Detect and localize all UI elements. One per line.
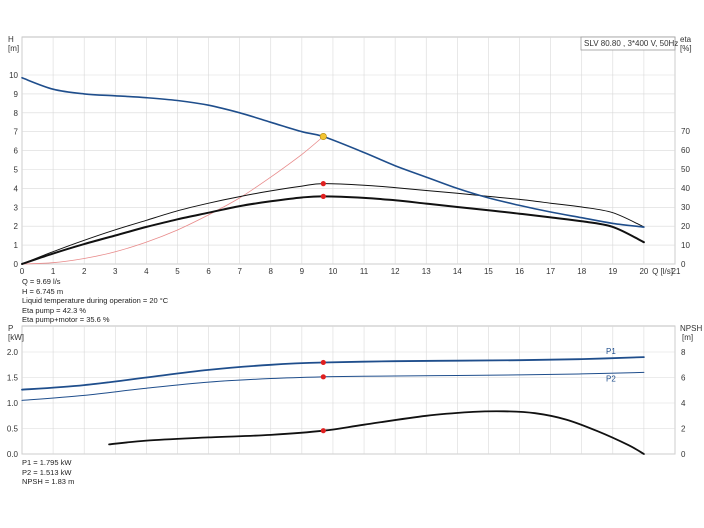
y2-tick-label: 0 xyxy=(681,450,686,459)
title-box xyxy=(580,36,676,51)
y-tick-label: 4 xyxy=(14,184,19,193)
y2-tick-label: 50 xyxy=(681,165,690,174)
info-line-head: H = 6.745 m xyxy=(22,286,64,296)
x-tick-label: 11 xyxy=(360,267,369,276)
plot-frame xyxy=(21,325,676,455)
system-curve xyxy=(21,136,324,265)
y-axis-label: H xyxy=(8,35,14,44)
x-tick-label: 15 xyxy=(484,267,493,276)
y-tick-label: 0.5 xyxy=(7,425,19,434)
info-line-flow: Q = 9.69 l/s xyxy=(22,277,61,286)
duty-point-eta-pump xyxy=(320,181,326,187)
y2-tick-label: 4 xyxy=(681,399,686,408)
x-tick-label: 10 xyxy=(328,267,337,276)
x-tick-label: 18 xyxy=(577,267,586,276)
x-tick-label: 4 xyxy=(144,267,149,276)
x-tick-label: 6 xyxy=(206,267,211,276)
npsh-curve xyxy=(108,410,645,455)
y2-tick-label: 20 xyxy=(681,222,690,231)
y-tick-label: 3 xyxy=(14,203,19,212)
y-tick-label: 1 xyxy=(14,241,19,250)
x-tick-label: 1 xyxy=(51,267,56,276)
x-tick-label: 9 xyxy=(300,267,305,276)
duty-point-eta-total xyxy=(320,193,326,199)
series-label-p2: P2 xyxy=(606,374,616,383)
duty-point-head xyxy=(319,133,327,141)
y2-axis-label: NPSH xyxy=(680,324,702,333)
info-line-npsh: NPSH = 1.83 m xyxy=(22,477,75,486)
y-axis-label: P xyxy=(8,324,13,333)
y2-tick-label: 30 xyxy=(681,203,690,212)
x-tick-label: 7 xyxy=(237,267,242,276)
duty-point-marker xyxy=(320,359,326,366)
x-tick-label: 14 xyxy=(453,267,462,276)
y-tick-label: 7 xyxy=(14,128,19,137)
power-info: P1 = 1.795 kW P2 = 1.513 kW NPSH = 1.83 … xyxy=(22,458,74,487)
y2-tick-label: 2 xyxy=(681,425,686,434)
y-tick-label: 0.0 xyxy=(7,450,19,459)
y2-axis-unit: [m] xyxy=(682,333,693,342)
info-line-temperature: Liquid temperature during operation = 20… xyxy=(22,296,169,305)
power-npsh-chart: 0.0 0.5 1.0 1.5 2.0 0 2 4 6 8 P[kW] NPSH[m] P1 P2 xyxy=(7,324,703,459)
y-axis-unit: [kW] xyxy=(8,333,24,342)
y-tick-label: 1.0 xyxy=(7,399,19,408)
y-tick-label: 1.5 xyxy=(7,374,19,383)
y-tick-label: 9 xyxy=(14,90,19,99)
x-tick-label: 16 xyxy=(515,267,524,276)
duty-point-info: Q = 9.69 l/s H = 6.745 m Liquid temperat… xyxy=(22,277,168,325)
y-tick-label: 5 xyxy=(14,166,19,175)
x-tick-label: 2 xyxy=(82,267,87,276)
y2-tick-label: 10 xyxy=(681,241,690,250)
y2-tick-label: 8 xyxy=(681,348,686,357)
info-line-p1: P1 = 1.795 kW xyxy=(22,458,72,467)
x-tick-label: 21 xyxy=(672,267,681,276)
x-axis-label: Q [l/s] xyxy=(652,267,673,276)
y-tick-label: 0 xyxy=(14,260,19,269)
x-tick-label: 0 xyxy=(20,267,25,276)
info-line-eta-total: Eta pump+motor = 35.6 % xyxy=(22,315,110,324)
head-efficiency-chart: 0 1 2 3 4 5 6 7 8 9 10 11 12 13 14 15 16 17 18 19 20 21Q [l/s… xyxy=(8,35,692,276)
x-tick-label: 12 xyxy=(391,267,400,276)
duty-point-marker xyxy=(320,428,326,434)
duty-point-marker xyxy=(320,374,326,380)
info-line-eta-pump: Eta pump = 42.3 % xyxy=(22,305,86,315)
y2-axis-unit: [%] xyxy=(680,44,692,53)
y2-tick-label: 40 xyxy=(681,184,690,193)
y-tick-label: 10 xyxy=(9,71,18,80)
y2-tick-label: 70 xyxy=(681,127,690,136)
x-tick-label: 8 xyxy=(269,267,274,276)
x-tick-label: 19 xyxy=(608,267,617,276)
y-axis-unit: [m] xyxy=(8,44,19,53)
y-tick-label: 6 xyxy=(14,147,19,156)
x-tick-label: 17 xyxy=(546,267,555,276)
y-tick-label: 2 xyxy=(14,222,19,231)
series-label-p1: P1 xyxy=(606,347,616,356)
y2-axis-label: eta xyxy=(680,35,692,44)
chart-title: SLV 80.80 , 3*400 V, 50Hz xyxy=(584,39,678,48)
x-tick-label: 5 xyxy=(175,267,180,276)
y2-tick-label: 60 xyxy=(681,146,690,155)
x-tick-label: 20 xyxy=(639,267,648,276)
y-tick-label: 2.0 xyxy=(7,348,19,357)
y2-tick-label: 0 xyxy=(681,260,686,269)
info-line-p2: P2 = 1.513 kW xyxy=(22,467,72,477)
x-tick-label: 13 xyxy=(422,267,431,276)
y-tick-label: 8 xyxy=(14,109,19,118)
x-tick-label: 3 xyxy=(113,267,118,276)
y2-tick-label: 6 xyxy=(681,374,686,383)
